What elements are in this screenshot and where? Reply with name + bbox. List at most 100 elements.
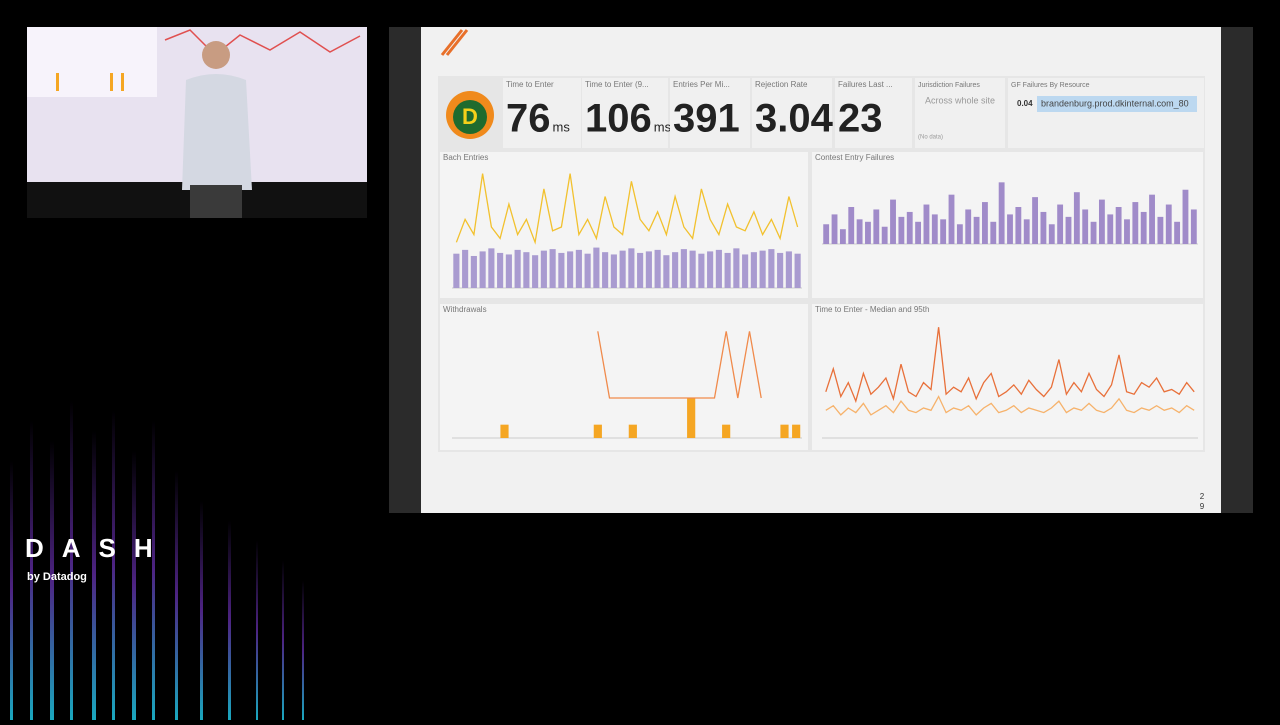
bar (1115, 207, 1122, 244)
decor-bars (10, 400, 304, 720)
line (825, 327, 1195, 404)
tile-value: 106 (585, 97, 652, 141)
tile (582, 78, 668, 148)
bar (1048, 224, 1055, 244)
bar (865, 221, 871, 244)
bar (628, 248, 635, 288)
tile-title: Time to Enter (9... (585, 80, 649, 89)
bar (890, 199, 896, 244)
chart-panel (440, 304, 808, 450)
bar (1032, 197, 1038, 244)
bar (654, 249, 661, 288)
bar (768, 249, 775, 288)
bar (500, 424, 509, 438)
bar (558, 252, 565, 288)
bar (906, 211, 913, 244)
bar (982, 202, 988, 244)
bar (637, 252, 644, 288)
bar (965, 209, 972, 244)
bar (584, 253, 591, 288)
bar (956, 224, 963, 244)
bar (1174, 221, 1181, 244)
bar (823, 224, 830, 244)
line (455, 173, 799, 245)
bar (794, 253, 801, 288)
chart-title: Contest Entry Failures (815, 153, 894, 162)
tile-note: (No data) (918, 135, 943, 141)
bar (593, 424, 602, 438)
bar (610, 254, 617, 288)
bar (759, 250, 766, 288)
bar (488, 248, 495, 288)
tile-title: Rejection Rate (755, 80, 808, 89)
bar (619, 250, 626, 288)
bar (497, 252, 504, 288)
tile-text: Across whole site (925, 95, 995, 105)
bar (532, 255, 539, 288)
bar (915, 221, 922, 244)
speaker-video (27, 27, 367, 218)
bar (1157, 216, 1164, 244)
line (597, 331, 762, 399)
svg-text:D: D (462, 104, 478, 129)
tile (1008, 78, 1204, 148)
tile-title: Failures Last ... (838, 80, 893, 89)
tile (752, 78, 832, 148)
team-logo: D (446, 91, 494, 139)
bar (1040, 211, 1047, 244)
bar (1140, 211, 1147, 244)
bar (1124, 219, 1130, 244)
bar (1132, 202, 1139, 244)
bar (839, 229, 846, 244)
bar (672, 252, 679, 288)
tile-title: GF Failures By Resource (1011, 82, 1090, 89)
page-number: 2 (1200, 492, 1205, 501)
bar (698, 253, 705, 288)
bar (733, 248, 740, 288)
bar (715, 249, 722, 288)
bar (453, 253, 460, 288)
bar (540, 250, 547, 288)
bar (1007, 214, 1013, 244)
bar (514, 249, 521, 288)
bar (628, 424, 637, 438)
page-number: 9 (1200, 502, 1205, 511)
tile-value: 23 (838, 97, 883, 141)
bar (470, 255, 477, 288)
bar (505, 254, 512, 288)
bar (1182, 189, 1189, 244)
bar (602, 252, 609, 288)
bar (831, 214, 838, 244)
bar (724, 252, 731, 288)
bar (873, 209, 880, 244)
tile (503, 78, 581, 148)
chart-title: Time to Enter - Median and 95th (815, 305, 929, 314)
bar (680, 249, 687, 288)
bar (1165, 204, 1172, 244)
bar (645, 251, 652, 288)
bar (663, 255, 670, 288)
tile (835, 78, 912, 148)
event-logo: DASH (25, 533, 171, 563)
bar (462, 249, 469, 288)
tile (670, 78, 750, 148)
tile-value: 391 (673, 97, 740, 141)
toplist-bar (1037, 96, 1197, 112)
bar (856, 219, 863, 244)
bar (898, 216, 905, 244)
bar (1065, 216, 1072, 244)
bar (707, 251, 714, 288)
bar (523, 252, 530, 288)
bar (549, 249, 556, 288)
bar (722, 424, 731, 438)
bar (567, 251, 574, 288)
chart-title: Bach Entries (443, 153, 488, 162)
bar (1057, 204, 1064, 244)
bar (1082, 209, 1089, 244)
bar (990, 221, 997, 244)
tile-unit: ms (553, 119, 571, 134)
tile-value: 3.04 (755, 97, 834, 141)
bar (1090, 221, 1097, 244)
bar (777, 252, 784, 288)
